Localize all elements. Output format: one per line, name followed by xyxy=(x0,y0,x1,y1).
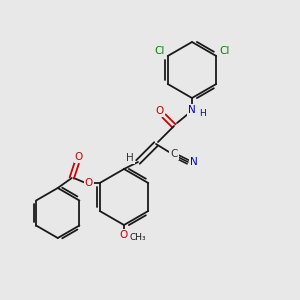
Text: N: N xyxy=(188,105,196,115)
Text: Cl: Cl xyxy=(219,46,230,56)
Text: O: O xyxy=(85,178,93,188)
Text: H: H xyxy=(126,153,134,163)
Text: Cl: Cl xyxy=(154,46,165,56)
Text: O: O xyxy=(75,152,83,162)
Text: CH₃: CH₃ xyxy=(130,232,146,242)
Text: N: N xyxy=(190,157,198,167)
Text: C: C xyxy=(170,149,178,159)
Text: H: H xyxy=(199,109,206,118)
Text: O: O xyxy=(156,106,164,116)
Text: O: O xyxy=(120,230,128,240)
